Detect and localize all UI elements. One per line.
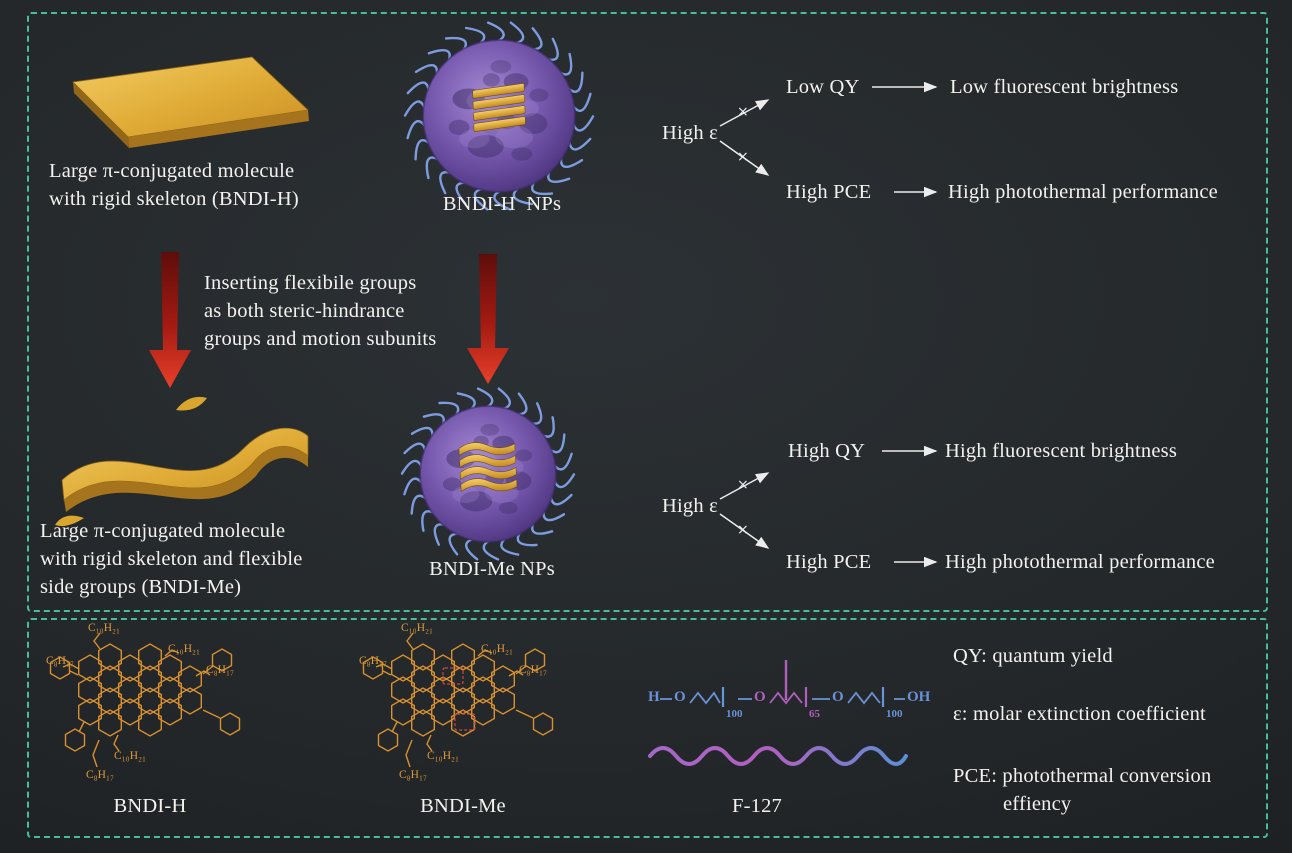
f127-o-atom: O [832,689,844,705]
transformation-red-arrows [149,252,509,388]
structures-panel-border [27,618,1268,838]
bndi-me-substituent: C₈H₁₇ [519,664,548,676]
branch2-up-result: High fluorescent brightness [945,440,1177,462]
branch1-down-label: High PCE [786,181,872,203]
f127-polymer-squiggle [648,746,908,766]
bndi-me-nanoparticle [400,387,576,561]
f127-repeat-count: 100 [726,708,743,720]
insert-note-line1: Inserting flexibile groups [204,272,417,294]
bndi-h-substituent: C₁₀H₂₁ [88,622,121,634]
bndi-h-substituent: C₈H₁₇ [86,769,115,781]
flexible-molecule-slab [55,396,309,527]
flexible-side-group-fin [176,396,207,411]
rigid-caption-line2: with rigid skeleton (BNDI-H) [49,188,299,210]
f127-structure [648,660,908,766]
bndi-h-substituent: C₈H₁₇ [46,655,75,667]
f127-h-atom: H [648,689,660,705]
branch2-up-label: High QY [788,440,866,462]
branch1-up-result: Low fluorescent brightness [950,76,1179,98]
branch1-down-result: High photothermal performance [948,181,1218,203]
branch2-down-label: High PCE [786,551,872,573]
bndi-me-np-label: BNDI-Me NPs [429,558,555,580]
bndi-me-methyl-highlight-boxes [442,667,476,731]
bndi-me-structure [362,632,554,768]
bndi-h-structure-label: BNDI-H [113,795,187,817]
bndi-h-nanoparticle [403,21,595,211]
bndi-h-substituent: C₁₀H₂₁ [114,750,147,762]
branch2-down-cross-mark: × [737,522,749,538]
branch-lines-bndi-h [719,81,938,198]
bndi-me-structure-label: BNDI-Me [420,795,506,817]
branch1-up-cross-mark: × [737,104,749,120]
rigid-caption-line1: Large π-conjugated molecule [49,160,295,182]
flexible-caption-line1: Large π-conjugated molecule [40,520,286,542]
insert-note-line2: as both steric-hindrance [204,300,405,322]
branch2-root-label: High ε [662,495,718,517]
bndi-me-substituent: C₁₀H₂₁ [401,622,434,634]
branch1-root-label: High ε [662,122,718,144]
flexible-side-group-fin [55,515,84,527]
bndi-me-substituent: C₈H₁₇ [399,769,428,781]
rigid-molecule-slab [72,56,309,148]
insert-note-line3: groups and motion subunits [204,328,437,350]
branch-lines-bndi-me [719,445,938,568]
bndi-me-substituent: C₈H₁₇ [359,655,388,667]
flexible-caption-line2: with rigid skeleton and flexible [40,548,303,570]
legend-pce-line1: PCE: photothermal conversion [953,765,1212,787]
bndi-h-substituent: C₁₀H₂₁ [168,643,201,655]
bndi-h-structure [49,632,241,768]
legend-qy: QY: quantum yield [953,645,1113,667]
legend-pce-line2: effiency [1003,793,1072,815]
bndi-h-np-label: BNDI-H NPs [442,193,562,215]
branch2-down-result: High photothermal performance [945,551,1215,573]
branch1-down-cross-mark: × [737,149,749,165]
f127-structure-label: F-127 [732,795,782,817]
f127-repeat-count: 65 [809,708,820,720]
f127-oh-group: OH [907,689,931,705]
legend-epsilon: ε: molar extinction coefficient [953,703,1206,725]
f127-o-atom: O [674,689,686,705]
scheme-panel-border [27,12,1268,612]
flexible-caption-line3: side groups (BNDI-Me) [40,576,242,598]
branch2-up-cross-mark: × [737,477,749,493]
bndi-h-substituent: C₈H₁₇ [206,664,235,676]
f127-repeat-count: 100 [886,708,903,720]
f127-o-atom: O [754,689,766,705]
bndi-me-substituent: C₁₀H₂₁ [427,750,460,762]
bndi-me-substituent: C₁₀H₂₁ [481,643,514,655]
branch1-up-label: Low QY [786,76,860,98]
